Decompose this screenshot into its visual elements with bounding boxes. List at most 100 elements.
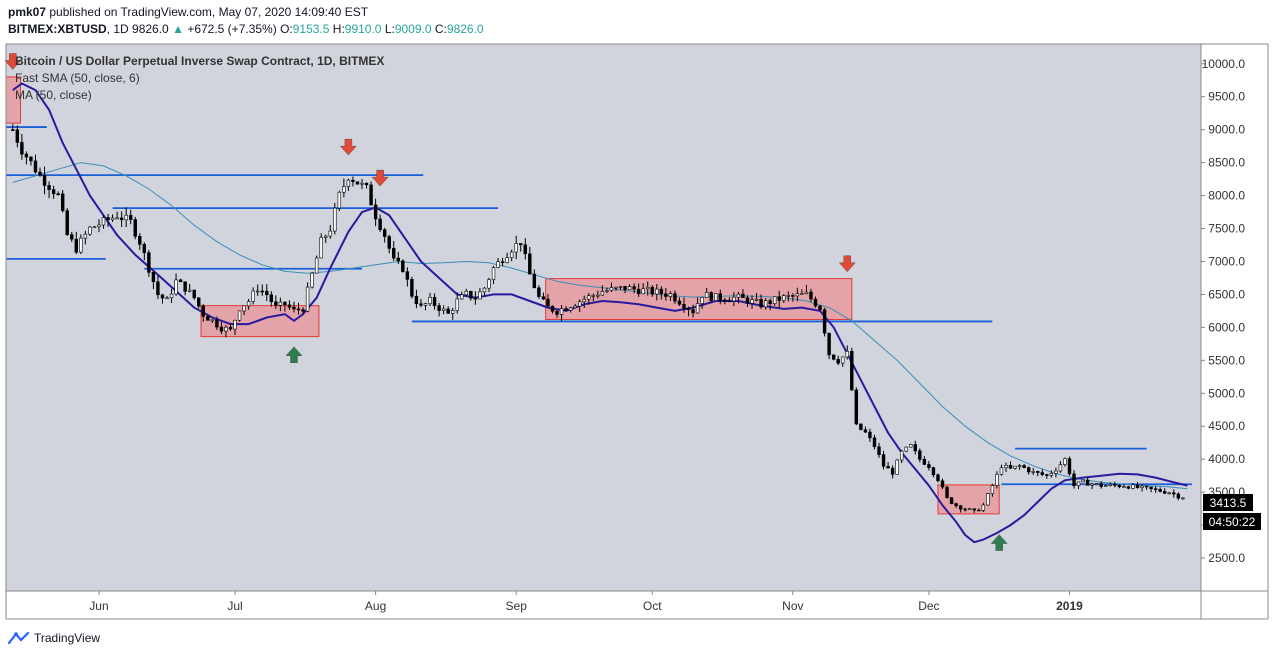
symbol-label: BITMEX:XBTUSD	[8, 22, 107, 36]
candle-down	[201, 305, 205, 317]
price-tick-label: 7000.0	[1208, 254, 1245, 268]
candle-up	[895, 459, 899, 475]
candle-up	[627, 286, 632, 290]
price-tick-label: 6500.0	[1208, 287, 1245, 301]
last-price-badge: 3413.5	[1203, 494, 1253, 511]
candle-down	[1126, 486, 1131, 489]
candle-down	[29, 156, 33, 162]
candle-down	[473, 297, 478, 300]
candle-down	[160, 294, 165, 299]
candle-down	[292, 306, 296, 310]
candle-up	[1131, 484, 1135, 489]
candle-down	[831, 354, 836, 360]
symbol-info: BITMEX:XBTUSD, 1D 9826.0 ▲ +672.5 (+7.35…	[8, 22, 484, 36]
candle-up	[314, 257, 319, 274]
candle-down	[24, 153, 29, 158]
consolidation-zone	[545, 278, 853, 320]
candle-down	[287, 304, 292, 308]
candle-up	[319, 237, 323, 259]
candle-up	[174, 279, 178, 295]
publish-text: published on TradingView.com, May 07, 20…	[49, 5, 369, 19]
candle-down	[1072, 473, 1076, 486]
candle-up	[514, 243, 518, 253]
price-tick-label: 7500.0	[1208, 222, 1245, 236]
candle-down	[1135, 484, 1140, 488]
candle-up	[487, 279, 491, 289]
candle-up	[573, 305, 577, 309]
candle-up	[1054, 470, 1058, 474]
candle-up	[1104, 485, 1108, 487]
candle-up	[342, 186, 346, 193]
candle-up	[600, 291, 605, 296]
time-tick-label: Dec	[918, 599, 939, 613]
candle-down	[1040, 472, 1044, 475]
sell-signal-arrow-icon	[838, 255, 856, 273]
price-tick-label: 2500.0	[1208, 551, 1245, 565]
candle-down	[151, 272, 156, 283]
candle-down	[1149, 486, 1153, 490]
candle-down	[138, 236, 142, 245]
candle-down	[15, 129, 20, 143]
candle-down	[301, 309, 305, 312]
buy-signal-arrow-icon	[285, 346, 303, 363]
candle-down	[11, 129, 15, 131]
candle-up	[700, 297, 704, 304]
candle-up	[1049, 473, 1054, 476]
candle-down	[65, 210, 69, 235]
candle-up	[714, 293, 718, 301]
candle-up	[101, 217, 106, 226]
candle-up	[968, 508, 972, 511]
candle-up	[460, 294, 464, 300]
author-name[interactable]: pmk07	[8, 5, 47, 19]
time-tick-label: Aug	[365, 599, 386, 613]
candle-up	[899, 450, 904, 461]
candle-down	[954, 503, 958, 507]
candle-down	[863, 429, 868, 433]
candle-down	[532, 273, 537, 289]
legend-ma: MA (50, close)	[15, 88, 92, 102]
candle-up	[1013, 465, 1017, 469]
candle-down	[877, 446, 881, 455]
candle-up	[704, 292, 709, 298]
tradingview-logo-icon[interactable]	[8, 631, 30, 645]
candle-down	[1176, 493, 1181, 499]
candle-down	[401, 260, 405, 272]
candle-down	[1117, 485, 1122, 488]
candle-up	[305, 286, 310, 312]
candle-down	[206, 316, 210, 321]
candle-down	[387, 236, 391, 249]
candle-down	[351, 179, 355, 183]
candle-up	[845, 351, 849, 358]
countdown-badge: 04:50:22	[1203, 513, 1261, 530]
time-axis[interactable]	[6, 591, 1201, 619]
candle-up	[233, 319, 237, 330]
candle-down	[745, 297, 750, 304]
candle-down	[1158, 489, 1162, 492]
candle-up	[328, 230, 332, 237]
candle-down	[1085, 479, 1090, 486]
candle-up	[577, 301, 582, 307]
candle-up	[750, 299, 754, 304]
candle-up	[110, 217, 115, 221]
candle-down	[382, 229, 387, 237]
candle-down	[890, 467, 895, 475]
candle-down	[741, 293, 745, 298]
candle-down	[881, 454, 886, 467]
candle-up	[804, 291, 809, 294]
candle-up	[324, 235, 328, 238]
candle-down	[859, 423, 863, 430]
candle-down	[886, 465, 890, 469]
candle-down	[1008, 465, 1013, 469]
candle-down	[156, 281, 160, 296]
candle-down	[850, 351, 854, 391]
candle-up	[464, 290, 469, 296]
footer-brand[interactable]: TradingView	[34, 631, 101, 645]
candle-down	[469, 290, 473, 299]
candle-down	[1099, 483, 1103, 487]
candle-up	[904, 446, 908, 452]
candle-down	[432, 296, 437, 306]
candle-down	[1026, 467, 1031, 473]
candle-down	[872, 437, 877, 448]
open-label: O:	[280, 22, 293, 36]
